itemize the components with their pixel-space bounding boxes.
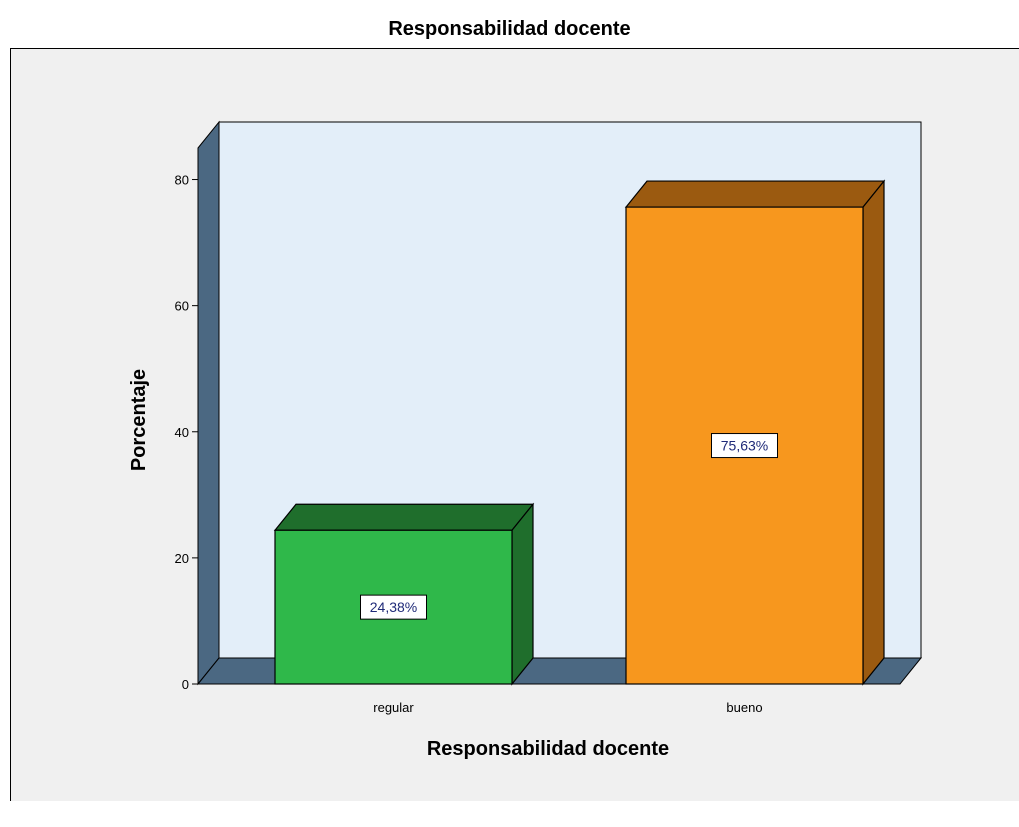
y-tick-label: 0	[182, 677, 189, 692]
chart-title: Responsabilidad docente	[388, 18, 631, 40]
data-label: 24,38%	[370, 599, 417, 615]
y-axis-title: Porcentaje	[128, 369, 150, 471]
side-wall	[197, 120, 220, 686]
x-tick-label: regular	[373, 700, 414, 715]
y-tick-label: 80	[175, 173, 189, 188]
bar-side	[862, 179, 885, 686]
bar-side	[511, 502, 534, 686]
x-tick-label: bueno	[726, 700, 762, 715]
bar-top	[273, 503, 535, 531]
data-label-box	[711, 433, 778, 459]
y-tick-label: 20	[175, 551, 189, 566]
y-tick-label: 40	[175, 425, 189, 440]
bar-top	[624, 180, 886, 208]
x-axis-title: Responsabilidad docente	[427, 738, 669, 760]
data-label-box	[360, 594, 427, 620]
data-label: 75,63%	[721, 438, 768, 454]
y-tick-label: 60	[175, 299, 189, 314]
